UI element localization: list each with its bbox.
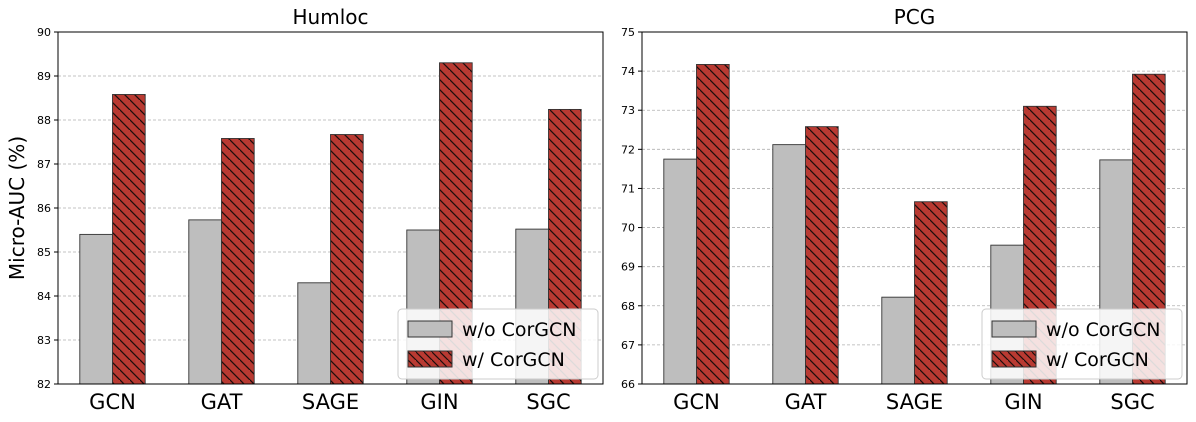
legend-swatch-with — [407, 350, 453, 368]
y-tick-label: 90 — [37, 26, 51, 39]
chart-title: PCG — [894, 5, 936, 29]
y-tick-label: 74 — [621, 65, 635, 78]
humloc-panel: 82 83 84 85 86 87 88 89 90 GCN GAT SAGE GIN SGC Huml… — [5, 5, 604, 414]
bar-with-corgcn — [330, 134, 364, 385]
bar-with-corgcn — [805, 126, 839, 385]
y-tick-label: 84 — [37, 290, 51, 303]
x-tick-label: GCN — [673, 390, 720, 414]
legend-label-without: w/o CorGCN — [462, 319, 577, 341]
y-tick-label: 69 — [621, 261, 635, 274]
legend-swatch-without — [407, 320, 453, 338]
legend-swatch-without — [991, 320, 1037, 338]
x-tick-label: GCN — [89, 390, 136, 414]
x-tick-label: SAGE — [302, 390, 359, 414]
bar-with-corgcn — [112, 94, 146, 385]
y-tick-label: 82 — [37, 378, 51, 391]
y-tick-label: 85 — [37, 246, 51, 259]
bar-with-corgcn — [914, 201, 948, 385]
bar-without-corgcn — [79, 233, 113, 385]
y-axis-label: Micro-AUC (%) — [5, 136, 29, 280]
y-tick-label: 88 — [37, 114, 51, 127]
axes-frame — [641, 31, 1188, 385]
legend-label-with: w/ CorGCN — [1046, 349, 1149, 371]
y-tick-label: 72 — [621, 143, 635, 156]
bar-without-corgcn — [188, 219, 222, 385]
y-tick-label: 66 — [621, 378, 635, 391]
y-tick-label: 73 — [621, 104, 635, 117]
x-tick-label: SGC — [1110, 390, 1154, 414]
y-tick-label: 67 — [621, 339, 635, 352]
y-tick-label: 68 — [621, 300, 635, 313]
x-tick-label: SAGE — [886, 390, 943, 414]
y-tick-label: 83 — [37, 334, 51, 347]
x-tick-label: SGC — [526, 390, 570, 414]
bar-with-corgcn — [221, 138, 255, 385]
y-tick-label: 70 — [621, 222, 635, 235]
y-tick-label: 75 — [621, 26, 635, 39]
legend: w/o CorGCN w/ CorGCN — [981, 308, 1183, 380]
bar-without-corgcn — [663, 158, 697, 385]
legend-label-without: w/o CorGCN — [1046, 319, 1161, 341]
chart-title: Humloc — [293, 5, 369, 29]
x-tick-label: GIN — [1004, 390, 1042, 414]
x-tick-label: GIN — [420, 390, 458, 414]
y-tick-label: 86 — [37, 202, 51, 215]
pcg-panel: 66 67 68 69 70 71 72 73 74 75 GCN GAT SAGE GIN SGC PC… — [621, 5, 1188, 414]
y-tick-label: 89 — [37, 70, 51, 83]
bar-without-corgcn — [772, 144, 806, 385]
x-tick-label: GAT — [201, 390, 243, 414]
bar-with-corgcn — [696, 64, 730, 385]
legend-swatch-with — [991, 350, 1037, 368]
bar-without-corgcn — [297, 282, 331, 385]
bar-without-corgcn — [881, 296, 915, 385]
legend-label-with: w/ CorGCN — [462, 349, 565, 371]
y-tick-label: 87 — [37, 158, 51, 171]
y-tick-label: 71 — [621, 182, 635, 195]
x-tick-label: GAT — [785, 390, 827, 414]
legend: w/o CorGCN w/ CorGCN — [397, 308, 599, 380]
